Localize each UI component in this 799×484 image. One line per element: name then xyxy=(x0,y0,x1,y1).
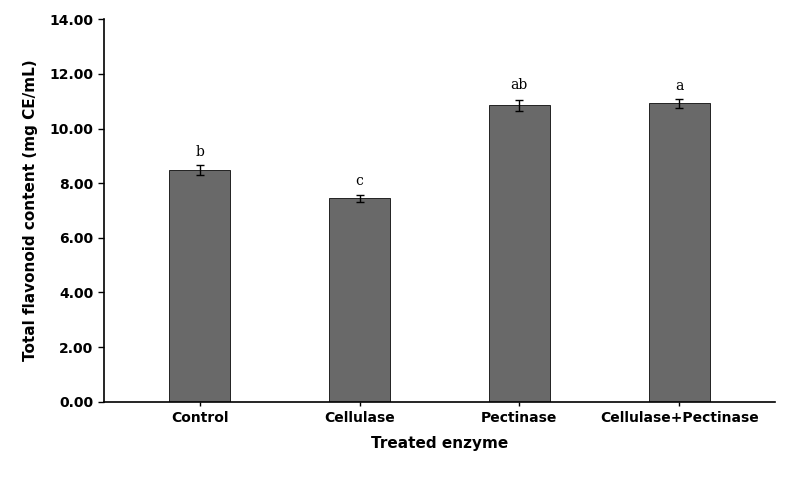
Bar xyxy=(489,106,550,402)
Text: c: c xyxy=(356,174,364,188)
Bar xyxy=(649,104,710,402)
Text: a: a xyxy=(675,79,683,93)
Text: ab: ab xyxy=(511,78,528,92)
Y-axis label: Total flavonoid content (mg CE/mL): Total flavonoid content (mg CE/mL) xyxy=(23,60,38,362)
Bar xyxy=(169,170,230,402)
X-axis label: Treated enzyme: Treated enzyme xyxy=(371,436,508,451)
Bar xyxy=(329,198,390,402)
Text: b: b xyxy=(195,145,205,159)
